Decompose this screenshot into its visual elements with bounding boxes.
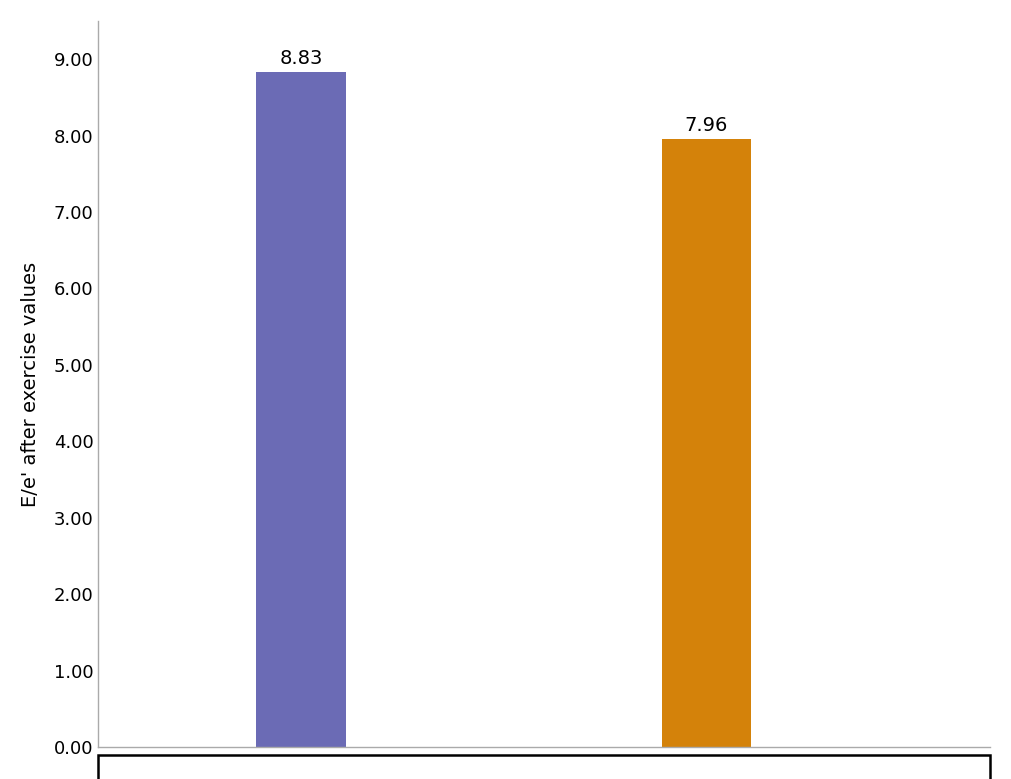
Text: 8.83: 8.83	[279, 49, 323, 69]
Bar	[257, 72, 346, 747]
Y-axis label: E/e' after exercise values: E/e' after exercise values	[21, 262, 39, 506]
Text: 7.96: 7.96	[684, 116, 728, 135]
Bar	[662, 139, 751, 747]
